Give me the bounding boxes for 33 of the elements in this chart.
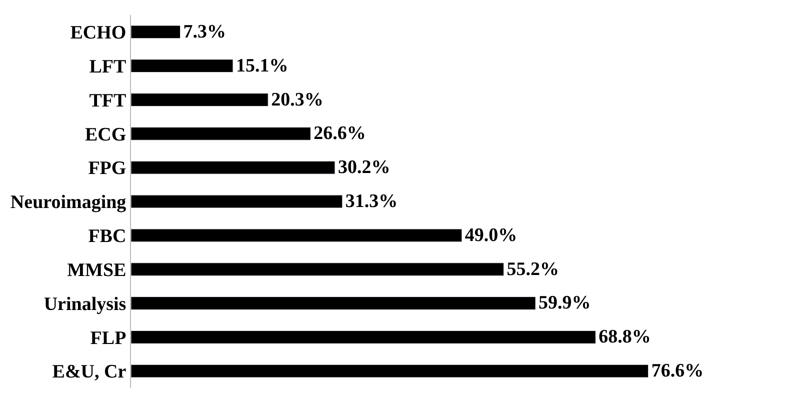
bar: [131, 25, 181, 39]
data-label: 20.3%: [271, 89, 324, 110]
data-label: 30.2%: [338, 157, 390, 178]
y-tick-label: TFT: [89, 90, 127, 112]
y-tick-label: FPG: [88, 158, 126, 180]
data-label: 15.1%: [236, 55, 288, 76]
data-label: 26.6%: [314, 123, 366, 144]
bar: [131, 126, 311, 140]
y-tick-label: ECHO: [70, 22, 126, 44]
y-tick-label: Urinalysis: [44, 294, 126, 315]
data-label: 7.3%: [183, 21, 226, 42]
data-label: 76.6%: [651, 360, 704, 382]
bar: [131, 194, 343, 208]
y-tick-label: ECG: [85, 124, 126, 146]
bar: [131, 364, 649, 378]
bar: [131, 93, 268, 106]
y-tick-label: LFT: [89, 56, 127, 78]
data-label: 55.2%: [506, 258, 560, 280]
data-label: 68.8%: [598, 326, 651, 348]
data-label: 59.9%: [538, 292, 591, 314]
y-tick-label: FLP: [90, 328, 127, 349]
y-tick-label: MMSE: [67, 260, 126, 281]
bar: [131, 262, 504, 276]
y-tick-label: Neuroimaging: [10, 192, 127, 214]
bar: [131, 228, 462, 242]
bar: [131, 296, 536, 310]
bar: [131, 160, 336, 174]
y-tick-label: E&U, Cr: [52, 362, 127, 383]
bar: [131, 59, 234, 73]
bar: [131, 330, 596, 344]
y-tick-label: FBC: [88, 226, 126, 248]
data-label: 49.0%: [464, 224, 518, 246]
data-label: 31.3%: [345, 191, 398, 212]
